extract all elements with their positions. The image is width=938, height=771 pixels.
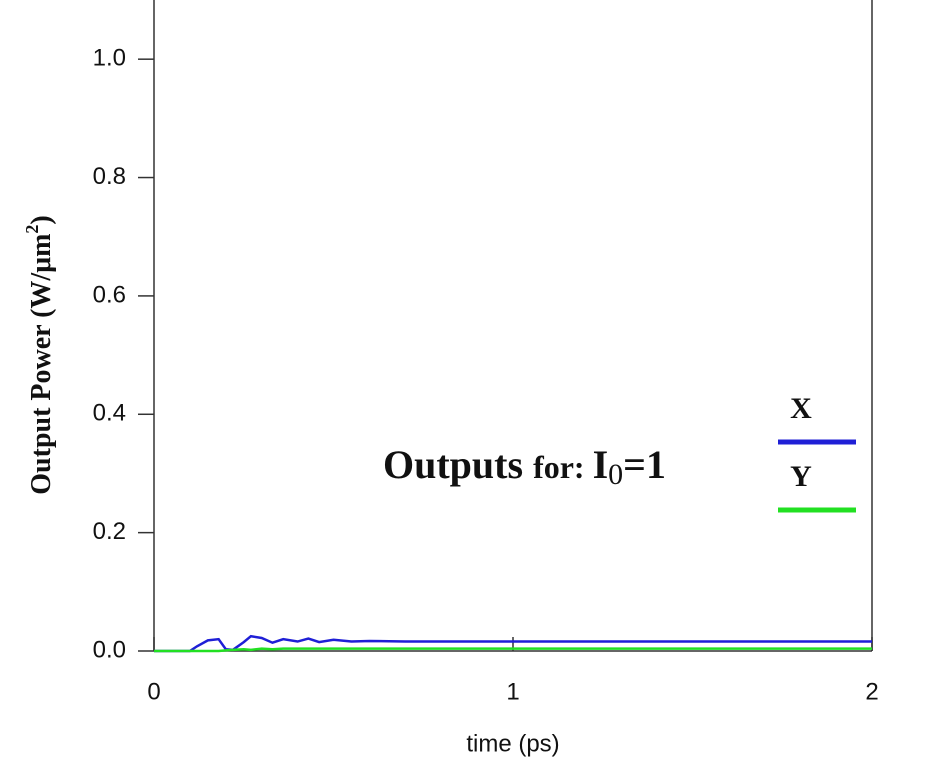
series-line (154, 647, 872, 653)
x-tick-label: 0 (147, 678, 160, 705)
y-label-sup: 2 (22, 225, 42, 234)
annotation-part: for: (533, 449, 585, 485)
annotation-part: Outputs (383, 442, 523, 487)
series-line (154, 634, 872, 653)
y-tick-label: 0.8 (93, 163, 126, 190)
x-axis-label: time (ps) (466, 730, 559, 757)
annotation-part: I (593, 442, 609, 487)
y-tick-label: 1.0 (93, 45, 126, 72)
y-label-text: Output Power (W/μm (26, 234, 57, 495)
y-tick-label: 0.2 (93, 518, 126, 545)
annotation-part: 0 (608, 458, 623, 491)
x-tick-label: 2 (865, 678, 878, 705)
y-tick-label: 0.6 (93, 281, 126, 308)
y-axis-label: Output Power (W/μm2) (22, 215, 57, 494)
y-tick-label: 0.0 (93, 636, 126, 663)
legend-label: Y (790, 460, 812, 493)
annotation: Outputs for: I0=1 (383, 442, 666, 491)
y-label-end: ) (26, 215, 57, 224)
x-tick-label: 1 (506, 678, 519, 705)
legend-label: X (790, 392, 812, 425)
y-tick-label: 0.4 (93, 400, 126, 427)
annotation-part: =1 (623, 442, 666, 487)
